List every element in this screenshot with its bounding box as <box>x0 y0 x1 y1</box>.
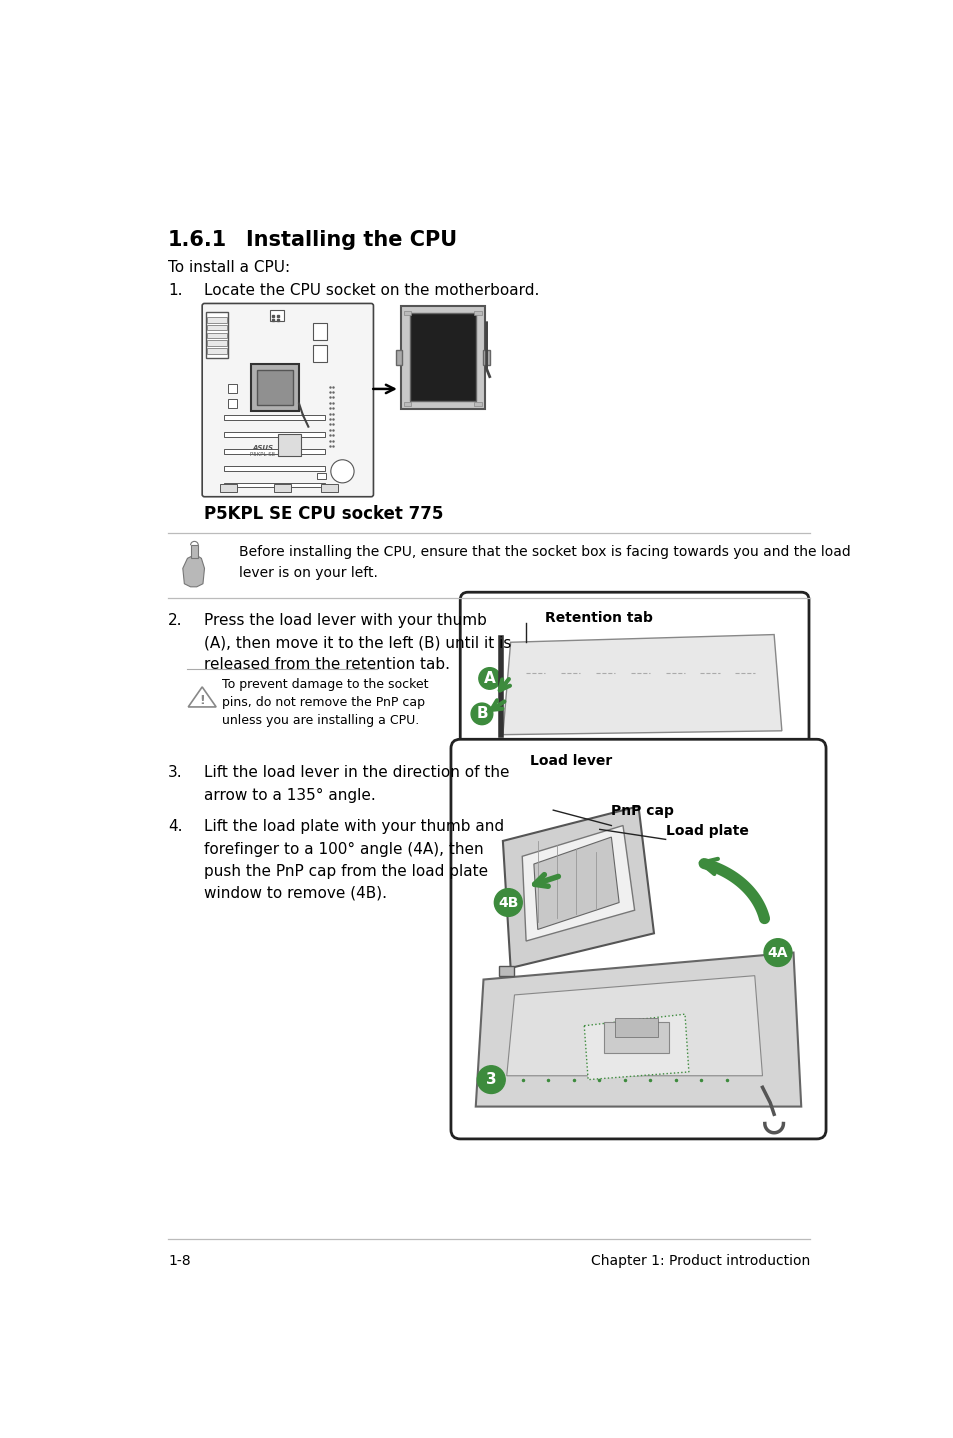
Bar <box>207 348 227 354</box>
Circle shape <box>494 889 521 916</box>
FancyBboxPatch shape <box>202 303 373 496</box>
Text: To prevent damage to the socket
pins, do not remove the PnP cap
unless you are i: To prevent damage to the socket pins, do… <box>222 679 429 728</box>
Bar <box>403 403 411 406</box>
Bar <box>403 311 411 315</box>
Polygon shape <box>188 687 216 707</box>
Bar <box>615 1018 658 1037</box>
Text: 1.: 1. <box>168 283 182 298</box>
Bar <box>224 449 324 453</box>
Polygon shape <box>502 807 654 968</box>
Bar <box>474 403 481 406</box>
FancyBboxPatch shape <box>400 306 484 408</box>
Text: Lift the load lever in the direction of the
arrow to a 135° angle.: Lift the load lever in the direction of … <box>204 765 510 802</box>
Text: Installing the CPU: Installing the CPU <box>245 230 456 250</box>
Circle shape <box>331 460 354 483</box>
Polygon shape <box>534 837 618 929</box>
Circle shape <box>471 703 493 725</box>
Text: PnP cap: PnP cap <box>611 804 674 818</box>
Text: 4B: 4B <box>497 896 517 909</box>
Bar <box>251 364 298 411</box>
Bar <box>603 1022 669 1053</box>
Text: To install a CPU:: To install a CPU: <box>168 260 290 275</box>
Polygon shape <box>476 952 801 1107</box>
Text: Press the load lever with your thumb
(A), then move it to the left (B) until it : Press the load lever with your thumb (A)… <box>204 613 512 673</box>
FancyBboxPatch shape <box>451 739 825 1139</box>
Text: 3: 3 <box>485 1073 497 1087</box>
Text: Load lever: Load lever <box>530 754 612 768</box>
Bar <box>228 398 236 408</box>
Polygon shape <box>521 825 634 940</box>
Text: Retention tab: Retention tab <box>545 611 653 626</box>
Text: Chapter 1: Product introduction: Chapter 1: Product introduction <box>590 1254 809 1268</box>
Bar <box>224 483 324 487</box>
Bar <box>274 485 291 492</box>
Circle shape <box>476 1066 505 1093</box>
Bar <box>320 485 337 492</box>
Polygon shape <box>502 634 781 735</box>
Bar <box>224 416 324 420</box>
Bar <box>395 349 402 365</box>
Text: Locate the CPU socket on the motherboard.: Locate the CPU socket on the motherboard… <box>204 283 539 298</box>
Text: 1.6.1: 1.6.1 <box>168 230 227 250</box>
Bar <box>483 349 489 365</box>
Bar <box>278 434 301 456</box>
Bar <box>316 473 326 479</box>
Bar <box>207 332 227 338</box>
Text: Load plate: Load plate <box>665 824 748 838</box>
Circle shape <box>763 939 791 966</box>
Bar <box>228 384 236 393</box>
Polygon shape <box>506 975 761 1076</box>
Bar <box>474 311 481 315</box>
Bar <box>207 325 227 331</box>
Bar <box>410 313 476 401</box>
Bar <box>498 966 514 975</box>
Polygon shape <box>183 555 204 587</box>
Text: B: B <box>476 706 487 722</box>
Circle shape <box>478 667 500 689</box>
Text: 3.: 3. <box>168 765 183 781</box>
Text: Before installing the CPU, ensure that the socket box is facing towards you and : Before installing the CPU, ensure that t… <box>239 545 850 580</box>
Text: !: ! <box>199 695 205 707</box>
Bar <box>220 485 236 492</box>
Text: P5KPL SE: P5KPL SE <box>250 452 274 457</box>
Text: Lift the load plate with your thumb and
forefinger to a 100° angle (4A), then
pu: Lift the load plate with your thumb and … <box>204 820 504 902</box>
Text: A: A <box>483 672 495 686</box>
Polygon shape <box>583 1014 688 1080</box>
Bar <box>224 431 324 437</box>
Text: 1-8: 1-8 <box>168 1254 191 1268</box>
Bar <box>270 309 284 321</box>
Bar <box>257 370 293 406</box>
Text: 4.: 4. <box>168 820 182 834</box>
Polygon shape <box>191 545 198 558</box>
Bar <box>206 312 228 358</box>
Text: 2.: 2. <box>168 613 182 628</box>
Text: 4A: 4A <box>767 946 787 959</box>
Text: P5KPL SE CPU socket 775: P5KPL SE CPU socket 775 <box>204 505 443 523</box>
Bar <box>313 345 327 362</box>
Text: ASUS: ASUS <box>252 446 273 452</box>
Bar <box>224 466 324 470</box>
Bar <box>313 324 327 341</box>
Bar <box>207 341 227 345</box>
FancyBboxPatch shape <box>459 592 808 758</box>
Bar <box>207 318 227 322</box>
